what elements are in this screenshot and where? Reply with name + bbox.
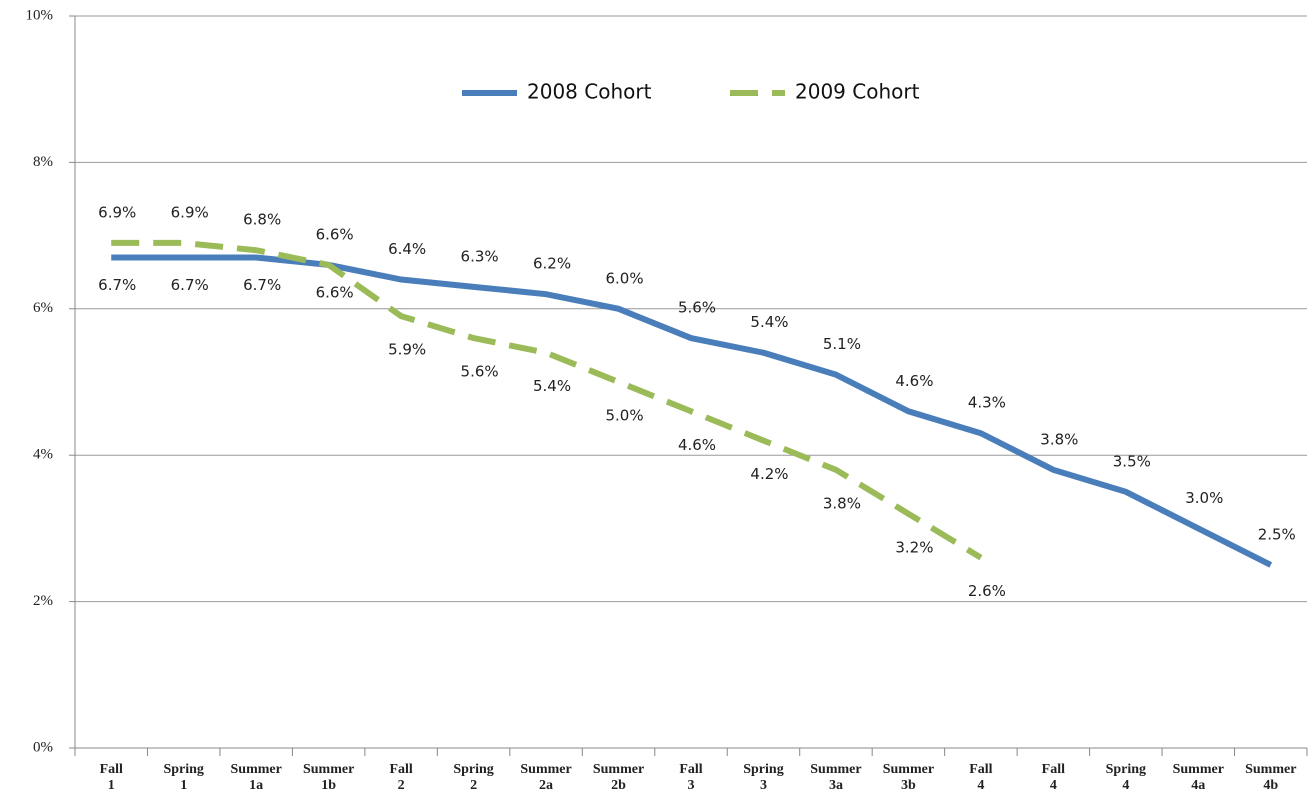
- data-label: 5.4%: [750, 313, 788, 331]
- data-label: 6.6%: [316, 283, 354, 301]
- data-label: 5.1%: [823, 335, 861, 353]
- data-label: 3.2%: [895, 538, 933, 556]
- data-label: 5.4%: [533, 377, 571, 395]
- y-tick-label: 6%: [33, 300, 53, 316]
- x-tick-label: Summer 2a: [520, 762, 572, 793]
- x-tick-label: Summer 4b: [1245, 762, 1297, 793]
- x-tick-label: Summer 3b: [882, 762, 935, 793]
- data-label: 6.9%: [171, 203, 209, 221]
- x-tick-label: Summer 2b: [592, 762, 645, 793]
- data-label: 6.3%: [461, 247, 499, 265]
- data-label: 6.2%: [533, 255, 571, 273]
- y-tick-label: 2%: [33, 593, 53, 609]
- legend-label: 2008 Cohort: [527, 80, 652, 104]
- x-tick-label: Fall 1: [99, 762, 123, 793]
- x-tick-label: Spring 2: [453, 762, 494, 793]
- x-tick-label: Fall 3: [679, 762, 703, 793]
- data-label: 6.7%: [171, 276, 209, 294]
- data-label: 5.6%: [678, 299, 716, 317]
- x-tick-label: Summer 1b: [302, 762, 355, 793]
- data-label: 5.0%: [605, 407, 643, 425]
- data-label: 6.0%: [605, 269, 643, 287]
- series-line: [111, 239, 983, 561]
- legend-label: 2009 Cohort: [795, 80, 920, 104]
- x-tick-label: Spring 3: [743, 762, 784, 793]
- x-tick-label: Summer 1a: [230, 762, 282, 793]
- data-label: 4.2%: [750, 465, 788, 483]
- x-tick-label: Summer 4a: [1172, 762, 1224, 793]
- data-label: 4.3%: [968, 394, 1006, 412]
- data-label: 6.8%: [243, 211, 281, 229]
- data-label: 4.6%: [895, 372, 933, 390]
- data-label: 6.7%: [98, 276, 136, 294]
- x-tick-label: Summer 3a: [810, 762, 862, 793]
- data-label: 3.8%: [1040, 430, 1078, 448]
- y-tick-label: 0%: [33, 739, 53, 755]
- data-label: 5.9%: [388, 341, 426, 359]
- data-label: 4.6%: [678, 436, 716, 454]
- x-tick-label: Fall 4: [969, 762, 993, 793]
- y-tick-label: 4%: [33, 447, 53, 463]
- x-tick-label: Spring 4: [1105, 762, 1147, 793]
- y-tick-label: 10%: [26, 7, 54, 23]
- data-label: 5.6%: [461, 363, 499, 381]
- data-label: 6.4%: [388, 240, 426, 258]
- data-label: 3.5%: [1113, 452, 1151, 470]
- data-label: 6.7%: [243, 276, 281, 294]
- data-label: 2.5%: [1258, 526, 1296, 544]
- data-label: 6.9%: [98, 203, 136, 221]
- x-tick-label: Spring 1: [163, 762, 204, 793]
- data-label: 6.6%: [316, 225, 354, 243]
- data-label: 3.0%: [1185, 489, 1223, 507]
- x-tick-label: Fall 4: [1041, 762, 1066, 793]
- data-label: 2.6%: [968, 582, 1006, 600]
- y-tick-label: 8%: [33, 154, 53, 170]
- x-tick-label: Fall 2: [389, 762, 413, 793]
- data-label: 3.8%: [823, 494, 861, 512]
